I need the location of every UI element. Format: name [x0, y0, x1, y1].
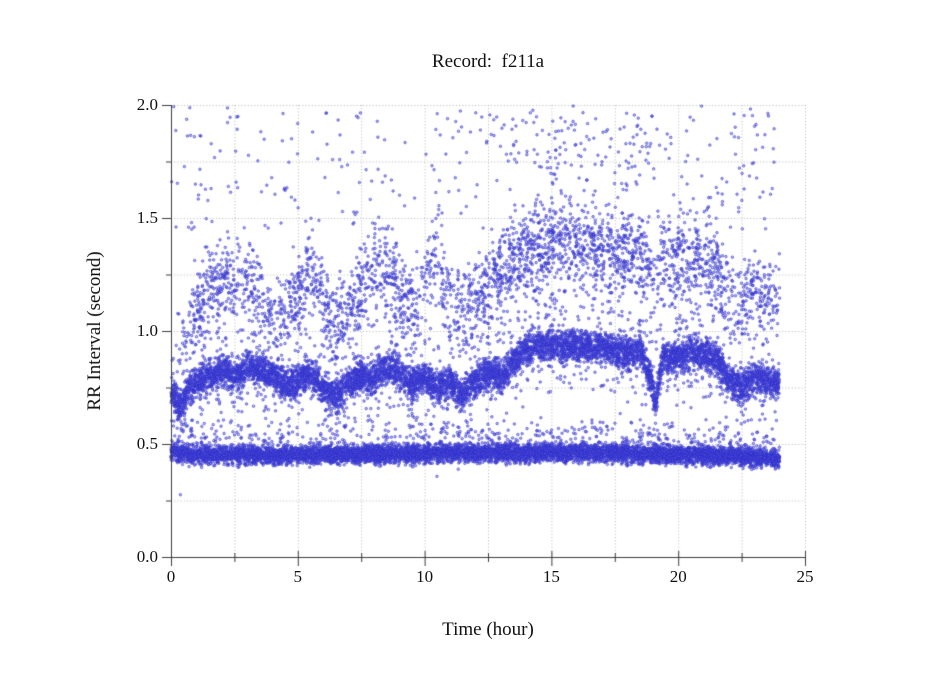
x-tick-label: 0 — [166, 567, 176, 586]
y-tick-label: 1.0 — [136, 321, 158, 340]
y-tick-label: 2.0 — [136, 95, 158, 114]
x-axis-label: Time (hour) — [442, 619, 534, 640]
y-tick-label: 0.5 — [136, 434, 158, 453]
x-tick-label: 25 — [796, 567, 814, 586]
y-tick-label: 0.0 — [136, 547, 158, 566]
x-tick-label: 10 — [416, 567, 434, 586]
x-tick-label: 20 — [669, 567, 687, 586]
x-tick-label: 15 — [542, 567, 560, 586]
y-tick-label: 1.5 — [136, 208, 158, 227]
x-tick-label: 5 — [293, 567, 303, 586]
chart-title: Record: f211a — [431, 51, 545, 72]
y-axis-label: RR Interval (second) — [84, 251, 105, 411]
